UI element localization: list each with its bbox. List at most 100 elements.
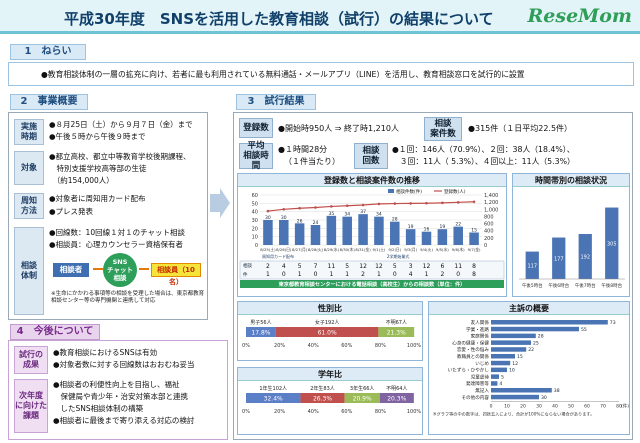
phone-table-caption-bg (240, 280, 504, 288)
trend-registrations-point (425, 201, 428, 205)
trend-bar (263, 220, 273, 245)
timeband-bar-label: 305 (607, 241, 617, 247)
complaint-bar (491, 354, 515, 359)
grade-x-tick: 60% (341, 409, 352, 415)
phone-table-cell-r2: 1 (425, 271, 429, 278)
flow-consulter: 相談者 (53, 263, 89, 277)
trend-bar-label: 35 (328, 211, 334, 217)
phone-table-cell-r2: 1 (298, 271, 302, 278)
gender-chart-title: 性別比 (238, 302, 422, 315)
complaint-bar-label: 28 (538, 334, 544, 340)
trend-legend-bar-swatch (388, 189, 394, 193)
phone-table-cell-r1: 7 (314, 263, 318, 270)
trend-bar (405, 229, 416, 245)
trend-y-tick: 40 (252, 210, 258, 216)
trend-registrations-point (298, 206, 301, 210)
issues-line-4: ●相談者に最後まで寄り添える対応の検討 (53, 416, 195, 425)
period-line-2: ●午後５時から午後９時まで (49, 132, 146, 141)
cases-value: ●315件（１日平均22.5件） (468, 124, 573, 133)
grade-segment-label: 3年生66人 (350, 385, 375, 392)
timeband-bar-label: 177 (554, 256, 564, 262)
timeband-x-tick: 午後6時台 (548, 282, 569, 289)
trend-x-tick: 8/30(木) (340, 247, 356, 252)
trend-bar-label: 37 (360, 209, 366, 215)
complaint-bar-label: 25 (533, 340, 539, 346)
trend-bar-label: 19 (439, 224, 445, 230)
phone-table-cell-r1: 11 (454, 263, 462, 270)
complaint-bar (491, 374, 499, 379)
outcome-label: 試行の 成果 (14, 346, 48, 374)
grade-chart-title: 学年比 (238, 368, 422, 381)
trend-registrations-line (267, 201, 475, 212)
gender-x-tick: 80% (375, 343, 386, 349)
trend-bar-label: 19 (408, 224, 414, 230)
complaint-y-tick: 学業・進路 (466, 326, 489, 333)
complaint-x-tick: 0 (490, 404, 493, 410)
complaint-y-tick: いたずら・ひやかし (448, 367, 490, 374)
gender-x-tick: 20% (274, 343, 285, 349)
grade-segment (379, 393, 414, 403)
phone-table-cell-r1: 5 (298, 263, 302, 270)
trend-annotation: 2学期始業式 (387, 253, 410, 259)
grade-segment-value: 20.9% (353, 396, 372, 403)
trend-x-tick: 8/26(日) (276, 247, 292, 252)
issues-line-1: ●相談者の利便性向上を目指し、福祉 (53, 380, 180, 389)
phone-table-cell-r1: 5 (345, 263, 349, 270)
count-line-2: ３回：11人（ 5.3%）、４回以上：11人（5.3%） (392, 157, 575, 166)
trend-bar (453, 226, 463, 245)
resemom-logo: ReseMom (527, 5, 632, 27)
complaint-bar (491, 333, 536, 339)
timeband-bar (552, 237, 566, 279)
phone-table-cell-r2: 2 (361, 271, 365, 278)
gender-segment (275, 327, 379, 337)
gender-x-tick: 60% (341, 343, 352, 349)
trend-y-tick: 20 (252, 226, 258, 232)
gender-segment-value: 61.0% (318, 330, 337, 337)
grade-chart: 1年生102人 32.4% 2年生83人 26.3% 3年生66人 20.9% 不明64人 2… (242, 385, 422, 415)
period-line-1: ●８月25日（土）から９月７日（金）まで (49, 120, 193, 129)
results-box: 登録数 ●開始時950人 ⇒ 終了時1,210人 相談 案件数 ●315件（１日平… (233, 112, 633, 440)
count-label: 相談 回数 (354, 143, 388, 169)
trend-bar-label: 16 (424, 227, 430, 233)
trend-bar (390, 221, 400, 245)
phone-table-cell-r1: 12 (359, 263, 367, 270)
trend-y2-tick: 1,200 (484, 200, 498, 206)
gender-segment (378, 327, 415, 337)
phone-table-cell-r1: 12 (375, 263, 383, 270)
trend-x-tick: 9/7(金) (468, 247, 481, 252)
trend-x-tick: 8/29(水) (324, 247, 340, 252)
issues-line-2: 保健局や青少年・治安対策本部と連携 (53, 392, 188, 401)
timeband-bar (605, 207, 619, 279)
complaint-bar (491, 394, 539, 400)
avg-time-label: 平均 相談時間 (239, 141, 273, 171)
page-header: 平成30年度 SNSを活用した教育相談（試行）の結果について (0, 0, 640, 34)
aim-box: ●教育相談体制の一層の拡充に向け、若者に最も利用されている無料通話・メールアプリ… (8, 62, 634, 86)
outcome-line-1: ●教育相談におけるSNSは有効 (53, 348, 158, 357)
complaint-y-tick: 友人関係 (471, 319, 490, 326)
trend-x-tick: 9/3(月) (404, 247, 417, 252)
section-3-header: 3 試行結果 (236, 94, 316, 110)
phone-table-cell-r2: 1 (377, 271, 381, 278)
complaint-bar (491, 360, 511, 366)
complaint-bar-label: 15 (517, 354, 523, 360)
trend-chart-box: 登録数と相談案件数の推移 60 50 40 30 20 10 0 1,400 1,200 1,00… (237, 173, 507, 297)
grade-chart-box: 学年比 1年生102人 32.4% 2年生83人 26.3% 3年生66人 20.9% 不明… (237, 367, 423, 435)
grade-segment (344, 393, 380, 403)
phone-table-cell-r1: 8 (472, 263, 476, 270)
timeband-chart-box: 時間帯別の相談状況 117 午後5時台 177 午後6時台 192 午後7時台 305 午後8… (512, 173, 630, 297)
trend-bar (342, 216, 352, 245)
grade-segment (246, 393, 301, 403)
complaint-y-tick: 児童虐待 (471, 373, 490, 380)
grade-x-tick: 100% (407, 409, 422, 415)
trend-y2-tick: 0 (484, 243, 487, 249)
publicity-line-1: ●対象者に周知用カード配布 (49, 194, 146, 203)
phone-table-cell-r1: 11 (328, 263, 336, 270)
complaint-y-tick: 発達障害等 (466, 380, 489, 387)
grade-segment-value: 26.3% (313, 396, 332, 403)
trend-bar (326, 215, 337, 245)
aim-text: ●教育相談体制の一層の拡充に向け、若者に最も利用されている無料通話・メールアプリ… (41, 70, 525, 79)
avg-time-line-2: （１件当たり） (284, 157, 340, 166)
complaint-y-tick: 家庭関係 (471, 333, 490, 340)
complaint-x-tick: 70 (600, 404, 606, 410)
target-line-1: ●都立高校、都立中等教育学校後期課程、 (49, 152, 191, 161)
